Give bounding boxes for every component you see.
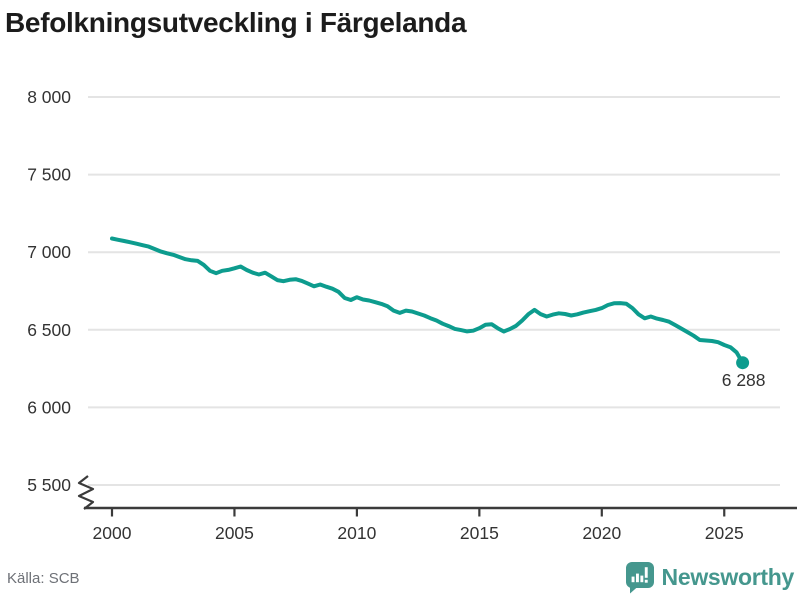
x-tick-label: 2020 [582, 523, 621, 543]
x-tick-label: 2000 [93, 523, 132, 543]
x-tick-label: 2005 [215, 523, 254, 543]
newsworthy-wordmark: Newsworthy [661, 564, 795, 590]
y-tick-label: 6 500 [27, 320, 71, 340]
y-tick-label: 7 500 [27, 165, 71, 185]
x-tick-label: 2025 [705, 523, 744, 543]
source-note: Källa: SCB [7, 570, 80, 587]
end-point-dot [736, 356, 750, 370]
y-tick-label: 6 000 [27, 397, 71, 417]
newsworthy-logo[interactable]: Newsworthy [625, 561, 794, 594]
y-tick-label: 7 000 [27, 242, 71, 262]
x-tick-label: 2010 [337, 523, 376, 543]
population-line [110, 236, 745, 365]
y-tick-label: 8 000 [27, 87, 71, 107]
y-tick-label: 5 500 [27, 475, 71, 495]
x-tick-label: 2015 [460, 523, 499, 543]
end-point-label: 6 288 [722, 370, 766, 390]
axis-break-icon [77, 475, 95, 510]
chart-title: Befolkningsutveckling i Färgelanda [5, 7, 467, 38]
newsworthy-bars-icon [625, 562, 654, 594]
